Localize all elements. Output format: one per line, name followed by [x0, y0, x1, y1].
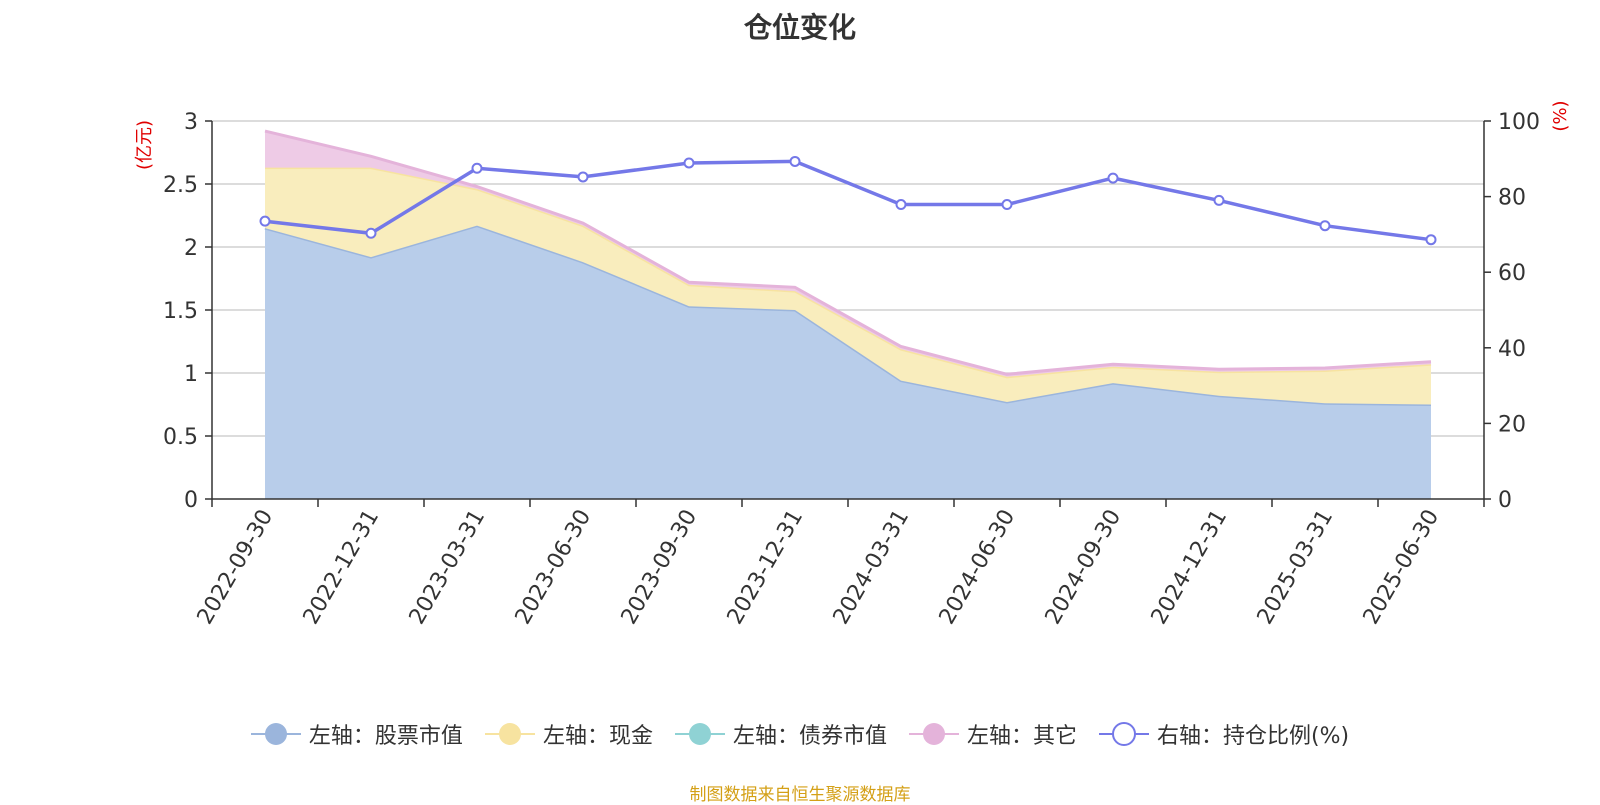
legend-label: 左轴：股票市值: [308, 724, 463, 749]
ratio-line: [264, 159, 1432, 242]
data-source-note: 制图数据来自恒生聚源数据库: [689, 785, 911, 805]
legend: 左轴：股票市值 左轴：现金 左轴：债券市值 左轴：其它 右轴：持仓比例(%): [0, 718, 1600, 750]
legend-marker-icon: [908, 723, 959, 745]
legend-item[interactable]: 左轴：股票市值: [250, 718, 463, 750]
legend-label: 左轴：债券市值: [732, 724, 887, 749]
ratio-point: [683, 157, 695, 169]
right-tick-label: 0: [1498, 488, 1512, 513]
x-tick-label: 2022-12-31: [299, 506, 385, 629]
left-tick-label: 0: [184, 488, 198, 513]
legend-item[interactable]: 右轴：持仓比例(%): [1098, 718, 1350, 750]
ratio-line-series: [259, 155, 1437, 246]
ratio-point: [789, 155, 801, 167]
left-tick-label: 2: [184, 236, 198, 261]
ratio-point: [259, 215, 271, 227]
left-tick-label: 1.5: [163, 299, 198, 324]
legend-label: 左轴：现金: [542, 724, 653, 749]
right-axis-unit: (%): [1550, 100, 1571, 131]
area-左轴：现金: [265, 167, 1431, 405]
legend-label: 左轴：其它: [966, 724, 1077, 749]
x-tick-label: 2024-12-31: [1147, 506, 1233, 629]
left-axis-unit: (亿元): [134, 120, 155, 170]
x-tick-label: 2023-03-31: [405, 506, 491, 629]
right-tick-label: 60: [1498, 261, 1526, 286]
x-tick-label: 2023-09-30: [617, 506, 703, 629]
right-tick-label: 40: [1498, 337, 1526, 362]
x-tick-label: 2025-03-31: [1253, 506, 1339, 629]
x-tick-label: 2025-06-30: [1359, 506, 1445, 629]
right-tick-label: 20: [1498, 412, 1526, 437]
x-tick-label: 2024-03-31: [829, 506, 915, 629]
ratio-point: [895, 199, 907, 211]
x-tick-label: 2024-09-30: [1041, 506, 1127, 629]
legend-label: 右轴：持仓比例(%): [1156, 724, 1350, 749]
ratio-point: [1319, 220, 1331, 232]
stacked-areas: [264, 129, 1432, 499]
ratio-point: [365, 227, 377, 239]
x-tick-label: 2023-06-30: [511, 506, 597, 629]
x-tick-label: 2024-06-30: [935, 506, 1021, 629]
chart-title: 仓位变化: [743, 11, 856, 44]
right-tick-label: 80: [1498, 186, 1526, 211]
left-tick-label: 1: [184, 362, 198, 387]
ratio-point: [577, 171, 589, 183]
x-tick-label: 2023-12-31: [723, 506, 809, 629]
left-tick-label: 2.5: [163, 173, 198, 198]
legend-item[interactable]: 左轴：现金: [484, 718, 653, 750]
legend-marker-icon: [1098, 722, 1149, 746]
left-tick-label: 3: [184, 110, 198, 135]
area-edge-左轴：其它: [264, 129, 1432, 376]
legend-item[interactable]: 左轴：其它: [908, 718, 1077, 750]
ratio-point: [1425, 234, 1437, 246]
legend-marker-icon: [250, 723, 301, 745]
ratio-point: [1213, 194, 1225, 206]
x-tick-label: 2022-09-30: [193, 506, 279, 629]
left-tick-label: 0.5: [163, 425, 198, 450]
legend-marker-icon: [674, 723, 725, 745]
area-左轴：股票市值: [265, 225, 1431, 499]
legend-marker-icon: [484, 723, 535, 745]
right-tick-label: 100: [1498, 110, 1540, 135]
legend-item[interactable]: 左轴：债券市值: [674, 718, 887, 750]
ratio-point: [471, 162, 483, 174]
ratio-point: [1107, 172, 1119, 184]
ratio-point: [1001, 199, 1013, 211]
